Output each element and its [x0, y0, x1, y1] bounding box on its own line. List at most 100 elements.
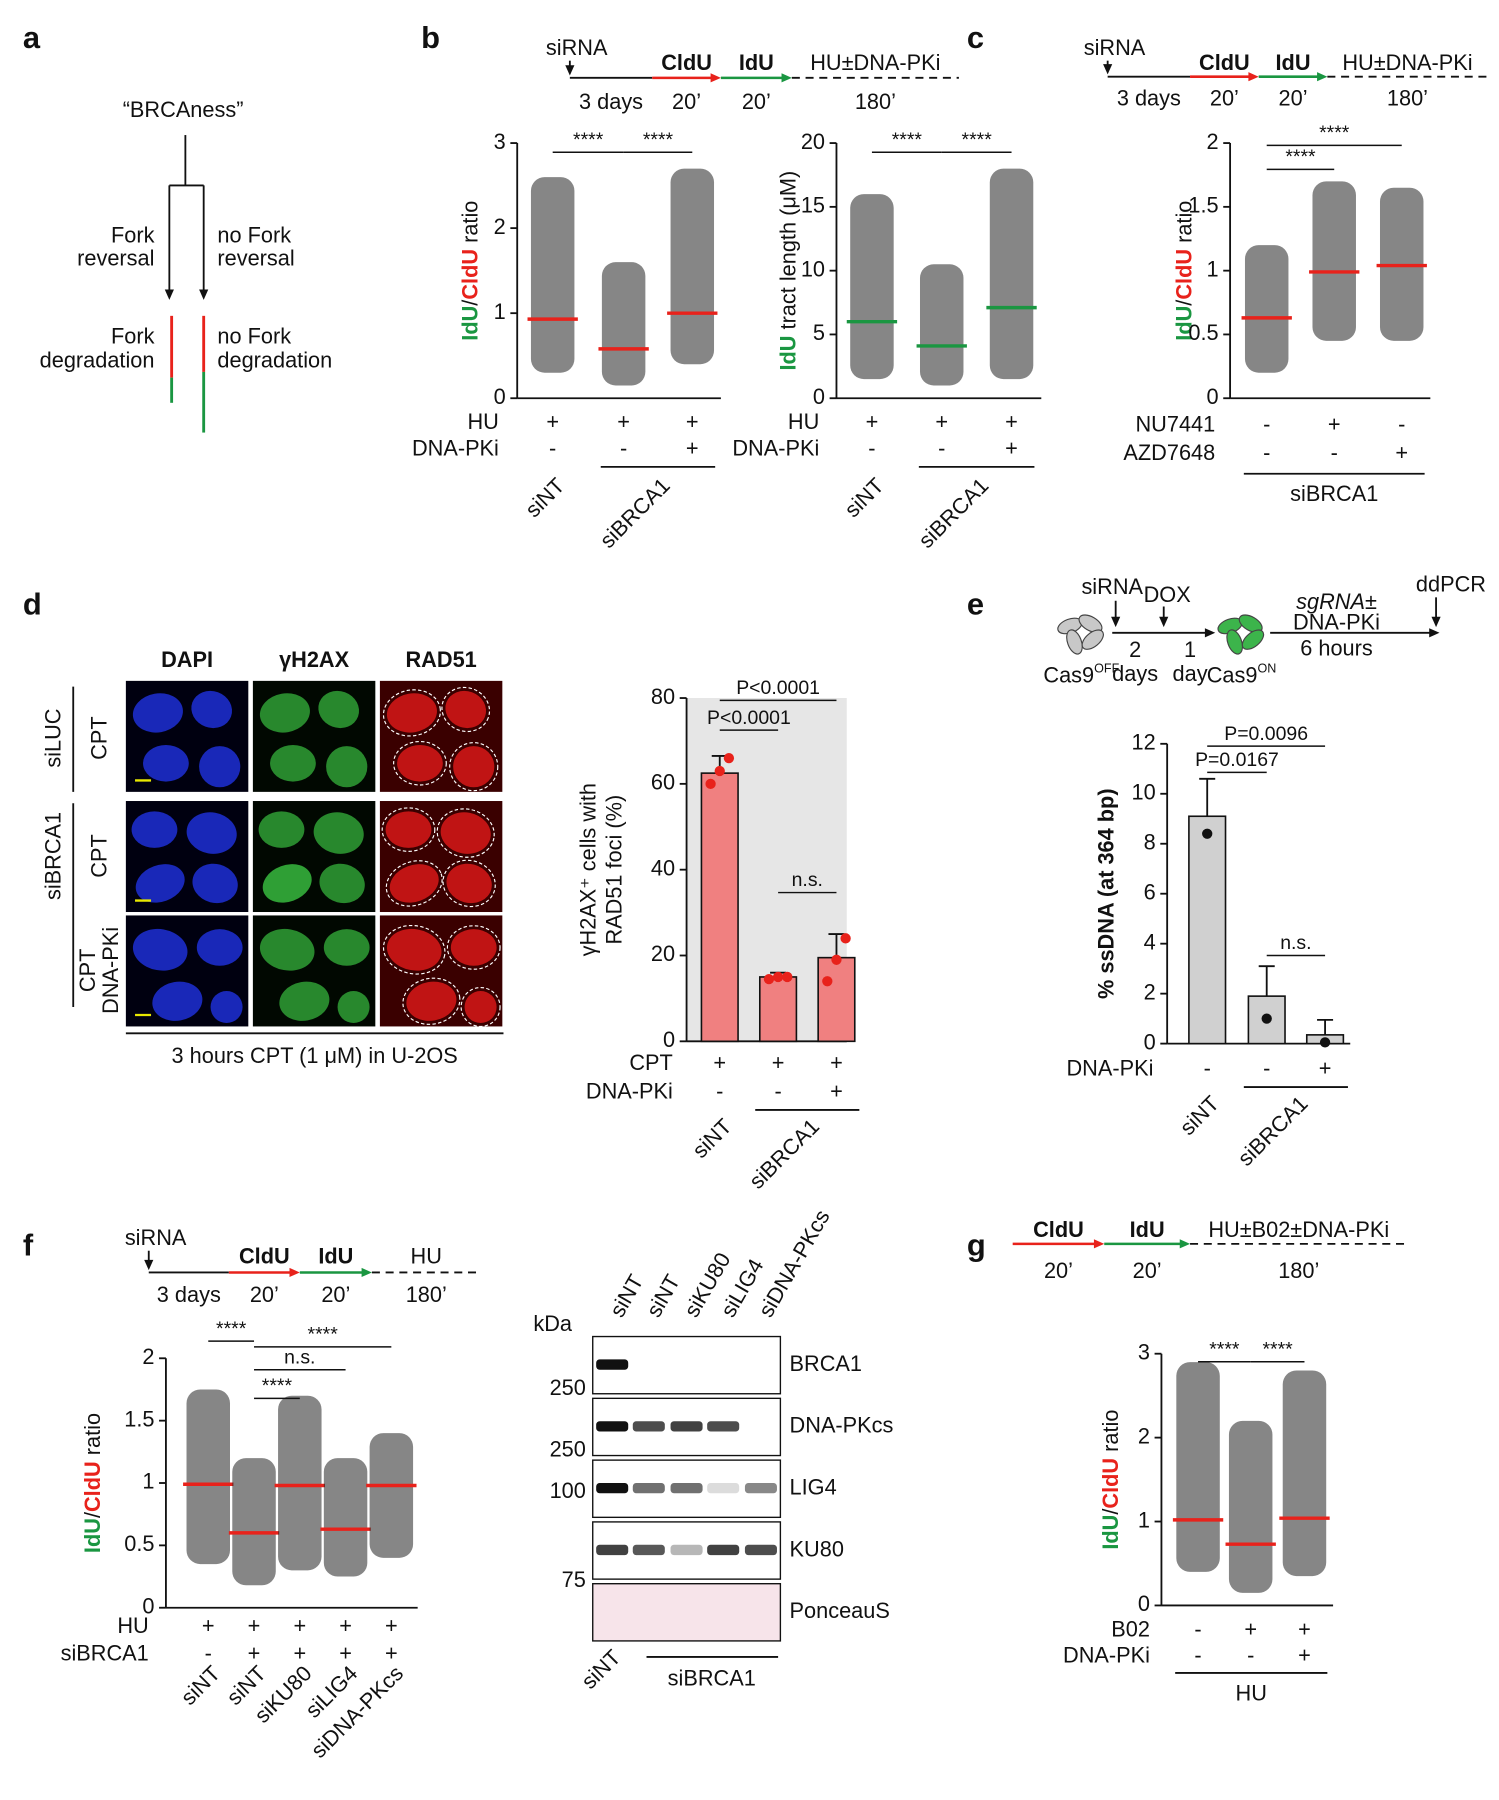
arrow-head	[1103, 64, 1113, 75]
cell-icon	[1078, 614, 1103, 633]
y-tick-label: 1	[1207, 256, 1219, 281]
cell-icon	[1081, 629, 1104, 650]
schematic-step: ddPCR	[1416, 572, 1486, 597]
outcome-label: degradation	[40, 347, 155, 372]
pulse-label: CldU	[1199, 50, 1250, 75]
arrow-head	[1111, 616, 1121, 628]
blot-band	[596, 1421, 629, 1432]
category-label: siBRCA1	[595, 473, 675, 553]
data-point	[782, 971, 793, 983]
nucleus-outline	[382, 689, 441, 737]
data-point	[1319, 1037, 1331, 1048]
arrow-head	[1179, 1239, 1191, 1249]
y-axis-label-part: /	[457, 299, 482, 306]
nucleus	[313, 812, 364, 854]
bar	[817, 956, 856, 1043]
panel-letter: b	[421, 20, 440, 55]
schematic-time: 20’	[250, 1282, 279, 1307]
arrow-head	[1204, 628, 1216, 638]
y-tick-label: 80	[651, 684, 675, 709]
condition-name: CPT	[629, 1050, 672, 1075]
data-spread	[1228, 1420, 1273, 1593]
y-tick-label: 1.5	[1188, 193, 1218, 218]
y-tick-label: 0	[1207, 384, 1219, 409]
data-point	[772, 971, 784, 983]
data-point	[1202, 828, 1213, 839]
data-spread	[1244, 245, 1289, 373]
condition-mark: +	[385, 1640, 398, 1665]
y-axis-label-part: CldU	[1098, 1458, 1123, 1509]
caption: 3 hours CPT (1 μM) in U-2OS	[172, 1043, 458, 1068]
condition-mark: -	[1194, 1616, 1201, 1641]
schematic-time: 20’	[672, 89, 701, 114]
cell-state-sup: OFF	[1094, 662, 1119, 676]
nucleus	[397, 744, 443, 782]
blot-band	[744, 1544, 777, 1556]
blot-band	[596, 1544, 629, 1556]
condition-mark: -	[620, 435, 627, 460]
y-tick-label: 1.5	[124, 1406, 154, 1431]
y-axis-label-part: IdU	[1171, 306, 1196, 341]
y-axis-label-part: ratio	[457, 201, 482, 249]
y-axis-label: IdU/CldU ratio	[1098, 1410, 1123, 1550]
branch-label: Fork	[111, 223, 155, 248]
nucleus-outline	[446, 925, 501, 970]
y-tick-label: 8	[1144, 829, 1156, 854]
category-label: siNT	[839, 473, 888, 522]
schematic-time: 1	[1184, 637, 1196, 662]
blot-band	[744, 1483, 777, 1494]
y-tick-label: 20	[801, 129, 825, 154]
data-spread	[530, 177, 575, 373]
schematic-time: 180’	[855, 89, 896, 114]
y-axis-label-part: % ssDNA (at 364 bp)	[1093, 788, 1118, 999]
comparison-label: n.s.	[1280, 932, 1311, 954]
comparison-label: P<0.0001	[736, 677, 820, 699]
y-tick-label: 0	[1144, 1029, 1156, 1054]
nucleus	[258, 811, 305, 848]
condition-mark: -	[1204, 1056, 1211, 1081]
schematic-time: 180’	[406, 1282, 447, 1307]
condition-name: B02	[1111, 1616, 1150, 1641]
condition-mark: -	[1331, 440, 1338, 465]
pulse-label: IdU	[318, 1243, 353, 1268]
condition-mark: +	[248, 1613, 261, 1638]
condition-name: DNA-PKi	[1066, 1056, 1153, 1081]
y-axis-label: RAD51 foci (%)	[601, 795, 626, 945]
schematic-time: 2	[1129, 637, 1141, 662]
nucleus	[132, 693, 183, 733]
blot-frame	[592, 1583, 782, 1642]
nucleus	[191, 690, 233, 729]
arrow-head	[710, 73, 721, 83]
panel-letter: d	[23, 587, 42, 622]
y-axis-label-part: /	[1098, 1508, 1123, 1515]
condition-mark: +	[935, 409, 948, 434]
data-point	[723, 752, 735, 764]
cell-icon	[1226, 629, 1244, 655]
condition-mark: +	[546, 409, 559, 434]
nucleus	[262, 864, 312, 903]
blot-band	[707, 1544, 740, 1556]
data-point	[822, 976, 833, 987]
comparison-label: P=0.0096	[1224, 723, 1308, 745]
cell-icon	[1238, 614, 1263, 633]
schematic-step: DOX	[1144, 582, 1192, 607]
condition-mark: -	[1398, 411, 1405, 436]
comparison-label: ****	[1262, 1338, 1293, 1360]
y-axis-label-part: IdU	[1098, 1515, 1123, 1550]
pulse-label: IdU	[1276, 50, 1311, 75]
bar	[1188, 815, 1227, 1045]
comparison-label: ****	[573, 129, 604, 151]
condition-mark: +	[830, 1050, 843, 1075]
schematic-step: siRNA	[1081, 574, 1143, 599]
nucleus	[450, 929, 497, 966]
condition-label: DNA-PKi	[98, 927, 123, 1014]
condition-mark: +	[1298, 1643, 1311, 1668]
channel-label: γH2AX	[279, 647, 350, 672]
comparison-label: n.s.	[284, 1346, 315, 1368]
condition-mark: +	[1005, 435, 1018, 460]
category-label: siNT	[687, 1114, 736, 1163]
condition-name: AZD7648	[1123, 440, 1215, 465]
arrow-head	[1317, 72, 1328, 82]
schematic-time: 6 hours	[1300, 636, 1373, 661]
